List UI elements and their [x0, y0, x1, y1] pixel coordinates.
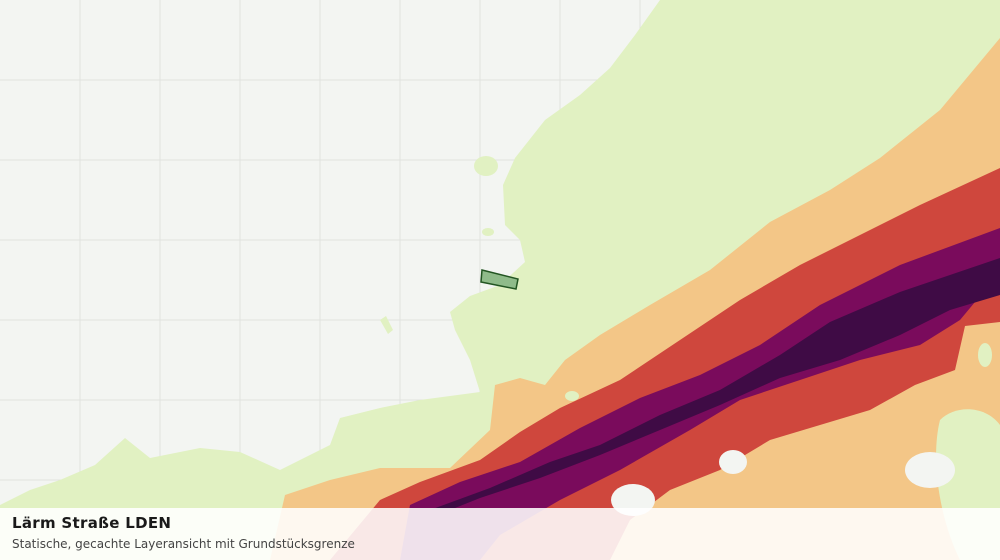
parcel-boundary	[480, 269, 519, 290]
noise-zone-extreme	[430, 258, 1000, 510]
noise-zone-low	[978, 343, 992, 367]
noise-zone-medium	[270, 38, 1000, 560]
noise-zone-low	[474, 156, 498, 176]
map-title: Lärm Straße LDEN	[12, 514, 172, 532]
noise-zone-very-high	[400, 228, 1000, 560]
map-subtitle: Statische, gecachte Layeransicht mit Gru…	[12, 537, 355, 551]
noise-zone-low	[482, 228, 494, 236]
noise-zone-low	[380, 316, 393, 334]
caption-bar: Lärm Straße LDEN Statische, gecachte Lay…	[0, 508, 1000, 560]
noise-zone-low	[565, 391, 579, 401]
noise-zone-high	[330, 168, 1000, 560]
quiet-area	[719, 450, 747, 474]
quiet-area	[905, 452, 955, 488]
